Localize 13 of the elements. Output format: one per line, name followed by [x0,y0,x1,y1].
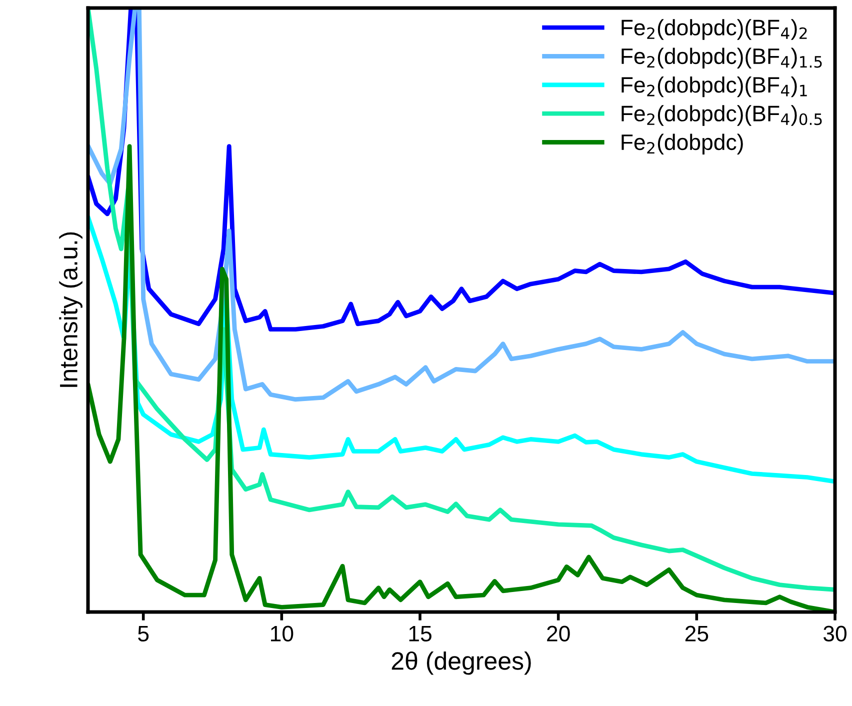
legend-label: Fe$_{2}$(dobpdc) [622,134,743,154]
legend-label: Fe$_{2}$(dobpdc)(BF$_{4}$)$_{1.5}$ [622,48,822,68]
y-axis-title: Intensity (a.u.) [59,232,82,387]
x-tick-label: 20 [547,626,570,642]
legend-label: Fe$_{2}$(dobpdc)(BF$_{4}$)$_{2}$ [622,19,807,40]
x-axis-title: 2θ (degrees) [392,651,531,675]
x-tick-label: 5 [138,626,149,642]
legend-label: Fe$_{2}$(dobpdc)(BF$_{4}$)$_{0.5}$ [622,105,822,126]
x-tick-label: 30 [823,626,846,642]
x-tick-label: 10 [271,626,294,642]
x-tick-label: 25 [685,626,708,642]
x-tick-label: 15 [409,626,432,642]
legend-label: Fe$_{2}$(dobpdc)(BF$_{4}$)$_{1}$ [622,76,807,98]
